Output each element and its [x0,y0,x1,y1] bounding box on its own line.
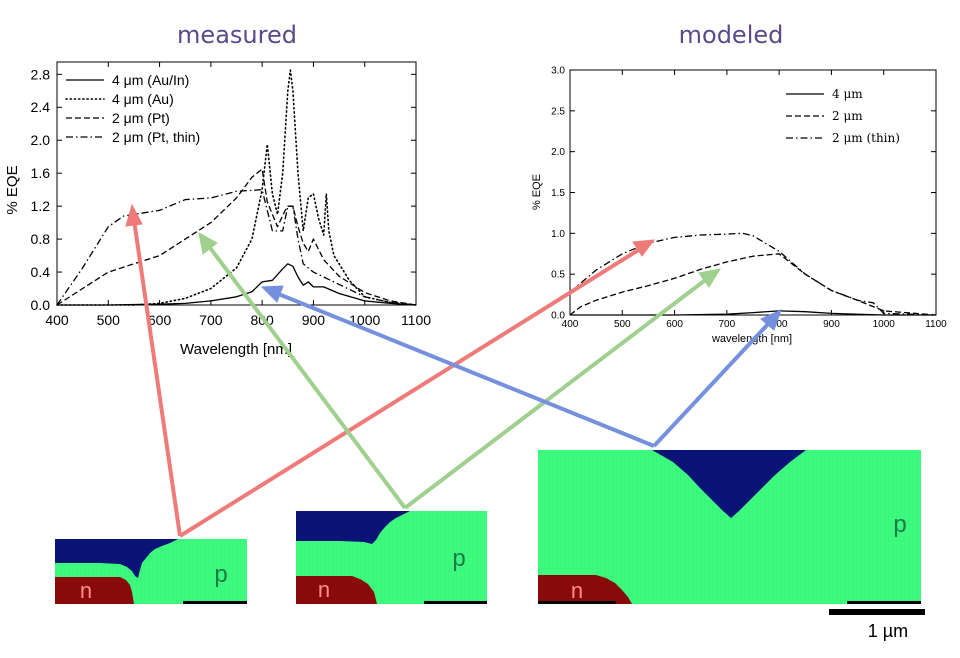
p-label: p [214,561,227,588]
x-tick-label: 900 [823,319,840,330]
arrow-red-modeled [178,239,656,538]
y-tick-label: 1.5 [551,188,565,199]
y-tick-label: 2.4 [31,99,51,115]
series-line-1 [57,263,417,306]
legend-entry: 4 μm (Au/In) [112,72,189,88]
series-line-3 [569,232,937,316]
x-tick-label: 1000 [873,319,896,330]
arrow-blue-modeled [652,309,782,448]
series-line-3 [56,168,417,306]
bottom-contact [183,601,247,604]
arrow-blue-measured [260,285,655,448]
y-axis-label: % EQE [4,165,21,214]
y-tick-label: 0.4 [31,264,51,280]
y-tick-label: 2.0 [31,132,51,148]
scale-bar-label: 1 µm [868,621,908,641]
x-ticks: 400 500 600 700 800 900 1000 1100 [562,70,947,330]
y-tick-label: 0.8 [31,231,51,247]
y-tick-label: 1.6 [31,165,51,181]
y-tick-label: 0.0 [551,311,565,322]
device-cross-section-1: p n [55,539,247,604]
scale-bar-line [829,609,925,615]
heading-modeled: modeled [679,21,784,49]
arrow-green-modeled [403,268,722,510]
n-label: n [80,578,92,603]
legend-entry: 2 μm (Pt) [112,110,170,126]
bottom-contact [424,601,487,604]
x-tick-label: 800 [771,319,788,330]
legend: 4 μm 2 μm 2 μm (thin) [786,87,900,145]
x-tick-label: 600 [666,319,683,330]
y-tick-label: 2.5 [551,106,565,117]
device-cross-section-2: p n [296,511,487,604]
x-tick-label: 700 [199,312,223,328]
y-tick-label: 0.5 [551,270,565,281]
x-axis-label: Wavelength [nm] [180,341,292,358]
y-tick-label: 2.8 [31,66,51,82]
y-tick-label: 1.2 [31,198,51,214]
legend-entry: 2 μm (Pt, thin) [112,129,200,145]
x-tick-label: 500 [97,312,121,328]
legend-entry: 4 μm (Au) [112,91,174,107]
arrow-red-measured [125,203,182,537]
x-tick-label: 900 [302,312,326,328]
device-cross-section-3: p n [538,450,921,604]
p-label: p [452,545,465,572]
x-tick-label: 1100 [401,312,431,328]
plot-frame [569,69,937,316]
x-tick-label: 400 [562,319,579,330]
modeled-eqe-chart: 400 500 600 700 800 900 1000 1100 0.0 0.5 1.0 1.5 2… [531,66,947,346]
x-tick-label: 600 [148,312,172,328]
n-label: n [571,578,583,603]
bottom-contact-right [847,601,921,604]
arrow-green-measured [198,232,407,510]
y-tick-label: 1.0 [551,229,565,240]
plot-frame [56,61,417,306]
n-label: n [318,577,330,602]
arrows [125,203,782,538]
series-line-2 [569,253,937,316]
p-label: p [893,511,906,538]
heading-measured: measured [177,21,297,49]
scale-bar: 1 µm [829,609,925,641]
legend-entry: 2 μm (thin) [832,131,900,145]
y-tick-label: 0.0 [31,297,51,313]
bottom-contact-left [538,601,616,604]
y-ticks: 0.0 0.4 0.8 1.2 1.6 2.0 2.4 2.8 [31,66,416,313]
y-axis-label: % EQE [531,174,543,210]
y-tick-label: 3.0 [551,66,565,77]
legend-entry: 4 μm [832,87,863,101]
legend-entry: 2 μm [832,109,863,123]
x-tick-label: 700 [719,319,736,330]
x-tick-label: 500 [614,319,631,330]
legend: 4 μm (Au/In) 4 μm (Au) 2 μm (Pt) 2 μm (Pt, … [65,72,200,145]
series-line-4 [56,189,417,306]
y-tick-label: 2.0 [551,147,565,158]
x-tick-label: 400 [45,312,69,328]
x-tick-label: 1100 [925,319,947,330]
